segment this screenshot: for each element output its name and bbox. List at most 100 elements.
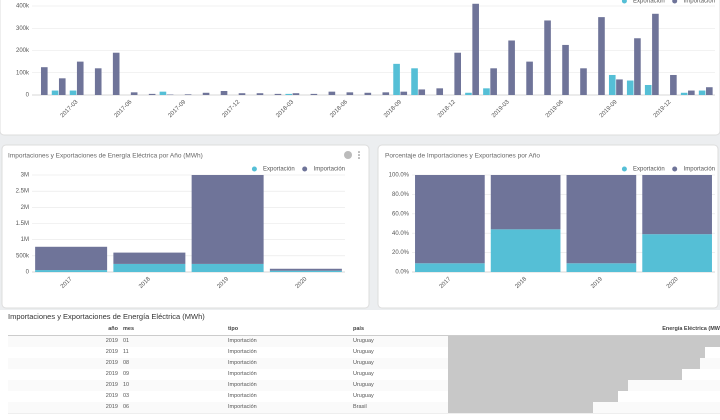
y-tick-label: 60.0% <box>392 211 410 217</box>
table-cell: 2019 <box>105 360 118 366</box>
bar-segment <box>415 175 485 264</box>
table-cell: 06 <box>123 404 130 410</box>
legend-swatch <box>302 166 308 172</box>
bar <box>285 93 293 95</box>
bar <box>238 93 246 95</box>
bar <box>393 63 400 95</box>
table-cell: Importación <box>228 360 257 366</box>
table-cell: 01 <box>123 338 130 344</box>
bar <box>274 93 282 95</box>
bar-segment <box>642 175 712 235</box>
bar <box>644 84 652 95</box>
bar <box>436 88 444 95</box>
bar <box>292 93 300 95</box>
bar <box>562 44 569 95</box>
bar <box>544 20 551 95</box>
y-tick-label: 0 <box>26 270 30 276</box>
value-bar <box>448 369 682 380</box>
menu-icon[interactable] <box>358 151 360 159</box>
bar <box>626 80 634 95</box>
legend-swatch <box>672 0 678 4</box>
y-tick-label: 0 <box>26 93 30 99</box>
y-tick-label: 300k <box>16 26 30 32</box>
value-bar <box>448 358 701 369</box>
table-cell: Importación <box>228 382 257 388</box>
bar <box>580 68 587 95</box>
column-header: país <box>353 326 365 332</box>
bar <box>483 88 490 95</box>
table-cell: Importación <box>228 393 257 399</box>
bar <box>411 68 418 95</box>
value-bar <box>448 347 706 358</box>
bar <box>69 90 77 95</box>
table-cell: Importación <box>228 349 257 355</box>
bar-segment <box>191 175 264 264</box>
y-tick-label: 80.0% <box>392 192 410 198</box>
y-tick-label: 500k <box>16 253 30 259</box>
bar-segment <box>490 175 561 230</box>
legend-swatch <box>672 166 678 172</box>
bar <box>94 68 102 95</box>
bar-segment <box>113 263 186 272</box>
bar-segment <box>269 268 342 271</box>
table-cell: Importación <box>228 338 257 344</box>
bar <box>454 52 461 95</box>
table-title: Importaciones y Exportaciones de Energía… <box>8 312 205 321</box>
value-bar <box>448 336 720 347</box>
value-bar <box>448 402 593 413</box>
y-tick-label: 20.0% <box>392 250 410 256</box>
table-cell: 2019 <box>105 371 118 377</box>
table-cell: Uruguay <box>353 371 374 377</box>
y-tick-label: 100k <box>16 70 30 76</box>
legend-swatch <box>251 166 257 172</box>
y-tick-label: 1.5M <box>16 221 29 227</box>
legend-label: Importación <box>684 167 715 173</box>
table-cell: 03 <box>123 393 130 399</box>
table-cell: 2019 <box>105 404 118 410</box>
column-header: Energía Eléctrica (MW <box>662 326 720 332</box>
y-tick-label: 400k <box>16 4 30 10</box>
bar-segment <box>490 229 561 272</box>
table-cell: Uruguay <box>353 349 374 355</box>
legend-label: Exportación <box>633 0 665 5</box>
bar <box>51 90 59 95</box>
column-header: mes <box>123 326 135 332</box>
table-cell: Uruguay <box>353 382 374 388</box>
bar-segment <box>35 270 108 272</box>
y-tick-label: 2.5M <box>16 189 29 195</box>
y-tick-label: 3M <box>21 173 29 179</box>
value-bar <box>448 391 618 402</box>
table-cell: Importación <box>228 404 257 410</box>
bar <box>616 79 623 95</box>
y-tick-label: 100.0% <box>389 173 410 179</box>
bar <box>608 74 616 95</box>
table-cell: 11 <box>123 349 129 355</box>
bar <box>382 92 390 95</box>
bar-segment <box>566 175 637 264</box>
bar <box>680 92 688 95</box>
bar <box>76 61 84 95</box>
table-cell: Uruguay <box>353 393 374 399</box>
bar <box>652 13 659 96</box>
bar <box>670 74 677 95</box>
bar <box>634 38 641 95</box>
table-cell: 2019 <box>105 349 118 355</box>
bar <box>40 67 48 95</box>
bar <box>688 90 695 95</box>
table-cell: 2019 <box>105 338 118 344</box>
info-icon[interactable] <box>344 151 352 159</box>
bar <box>598 17 605 95</box>
header-row: año mes tipo país Energía Eléctrica (MW <box>8 324 720 336</box>
bar-segment <box>113 252 186 264</box>
bar-segment <box>415 263 485 272</box>
table: Importaciones y Exportaciones de Energía… <box>0 310 720 420</box>
bar-segment <box>566 263 637 272</box>
table-row: 2019 06 Importación Brasil <box>8 402 720 414</box>
table-cell: 09 <box>123 371 130 377</box>
bar <box>256 93 264 95</box>
table-cell: Brasil <box>353 404 367 410</box>
bar <box>58 78 66 95</box>
bar <box>508 40 515 95</box>
